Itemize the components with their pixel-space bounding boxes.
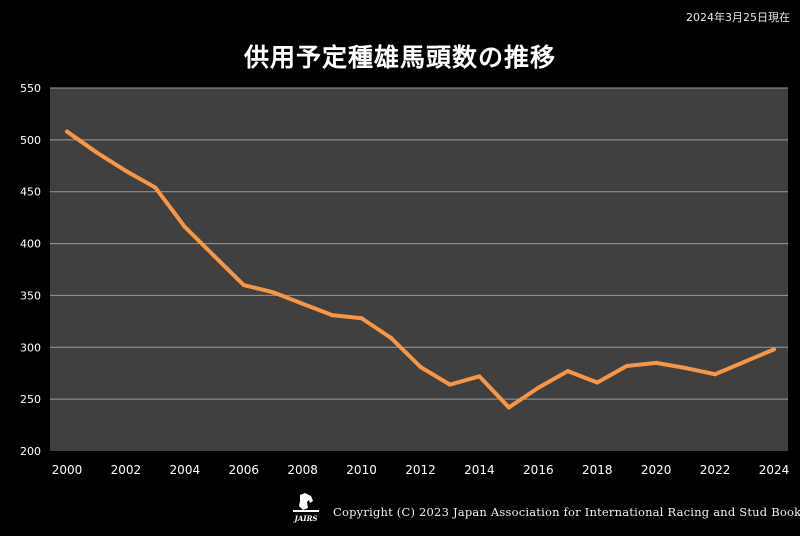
y-tick-label: 300 — [20, 341, 41, 354]
data-point — [447, 382, 452, 387]
x-tick-label: 2000 — [52, 463, 83, 477]
y-tick-label: 450 — [20, 186, 41, 199]
x-tick-label: 2022 — [700, 463, 731, 477]
data-point — [713, 372, 718, 377]
x-tick-label: 2020 — [641, 463, 672, 477]
data-point — [182, 224, 187, 229]
x-axis-ticks: 2000 2002 2004 2006 2008 2010 2012 2014 2016 2018… — [52, 463, 790, 477]
logo-text: JAIRS — [293, 514, 318, 523]
y-tick-label: 550 — [20, 82, 41, 95]
data-point — [683, 366, 688, 371]
data-point — [565, 369, 570, 374]
y-tick-label: 250 — [20, 393, 41, 406]
date-note: 2024年3月25日現在 — [686, 11, 790, 24]
data-point — [742, 359, 747, 364]
data-point — [506, 405, 511, 410]
x-tick-label: 2010 — [346, 463, 377, 477]
data-point — [477, 374, 482, 379]
data-point — [418, 364, 423, 369]
copyright-text: Copyright (C) 2023 Japan Association for… — [333, 505, 800, 519]
data-point — [300, 301, 305, 306]
data-point — [389, 335, 394, 340]
x-tick-label: 2014 — [464, 463, 495, 477]
x-tick-label: 2012 — [405, 463, 436, 477]
data-point — [271, 290, 276, 295]
y-tick-label: 500 — [20, 134, 41, 147]
data-point — [241, 283, 246, 288]
x-tick-label: 2006 — [228, 463, 259, 477]
y-axis-ticks: 200 250 300 350 400 450 500 550 — [20, 82, 41, 458]
plot-area — [50, 88, 788, 451]
data-point — [536, 385, 541, 390]
jairs-logo-icon: JAIRS — [293, 493, 319, 523]
y-tick-label: 350 — [20, 289, 41, 302]
gridlines — [50, 87, 788, 400]
data-point — [654, 360, 659, 365]
data-point — [65, 129, 69, 134]
y-tick-label: 400 — [20, 238, 41, 251]
data-point — [94, 150, 99, 155]
chart-title: 供用予定種雄馬頭数の推移 — [243, 43, 556, 72]
x-tick-label: 2008 — [287, 463, 318, 477]
series-layer — [65, 129, 776, 410]
data-point — [212, 254, 217, 259]
data-point — [624, 363, 629, 368]
y-tick-label: 200 — [20, 445, 41, 458]
data-point — [330, 313, 335, 318]
data-point — [595, 380, 600, 385]
x-tick-label: 2018 — [582, 463, 613, 477]
data-point — [359, 316, 364, 321]
x-tick-label: 2004 — [170, 463, 201, 477]
x-tick-label: 2002 — [111, 463, 142, 477]
data-point — [772, 347, 776, 352]
data-point — [123, 168, 128, 173]
data-point — [153, 185, 158, 190]
x-tick-label: 2016 — [523, 463, 554, 477]
x-tick-label: 2024 — [759, 463, 790, 477]
